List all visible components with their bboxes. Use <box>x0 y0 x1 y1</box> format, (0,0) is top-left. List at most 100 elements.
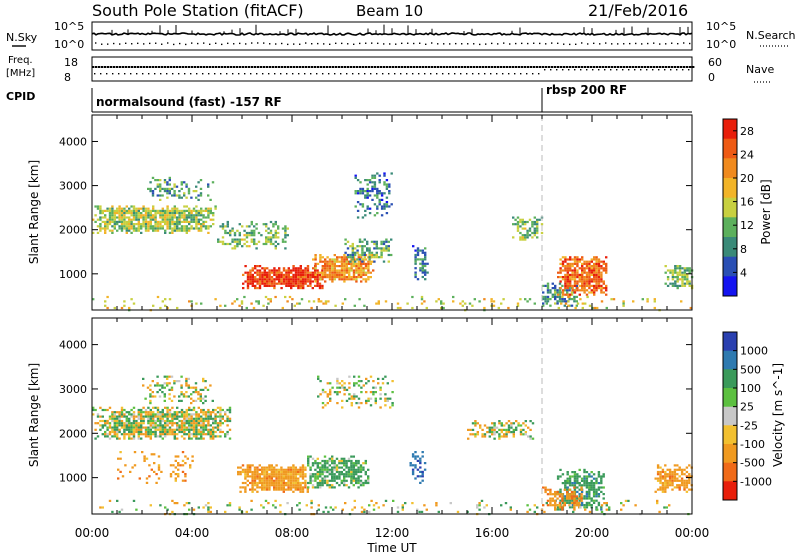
power-cell <box>373 240 376 243</box>
power-cell <box>524 238 527 241</box>
power-cell <box>293 304 296 307</box>
power-cell <box>564 276 567 279</box>
power-cell <box>290 276 293 279</box>
power-cell <box>159 306 162 310</box>
velocity-cell <box>173 413 176 416</box>
power-cell <box>605 256 608 259</box>
velocity-cell <box>177 475 180 478</box>
power-cell <box>355 267 358 270</box>
power-cell <box>256 273 259 276</box>
power-cell <box>421 258 424 261</box>
velocity-cell <box>335 470 339 474</box>
velocity-cell <box>294 481 297 485</box>
velocity-cell <box>118 437 121 440</box>
power-cell <box>602 287 605 290</box>
velocity-cell <box>147 430 150 434</box>
freq-point <box>644 66 647 68</box>
velocity-cell <box>111 413 114 416</box>
power-cell <box>576 262 579 265</box>
power-cell <box>248 225 251 228</box>
power-cell <box>318 273 322 276</box>
velocity-cell <box>116 417 119 420</box>
velocity-cell <box>416 475 420 478</box>
velocity-cell <box>216 422 220 425</box>
velocity-cell <box>491 433 494 436</box>
velocity-cell <box>321 481 324 485</box>
velocity-cell <box>197 422 200 425</box>
power-cell <box>171 220 174 223</box>
power-cell <box>600 300 604 303</box>
power-cell <box>362 273 365 276</box>
power-cell <box>297 287 300 290</box>
velocity-cell <box>268 488 271 491</box>
velocity-cell <box>673 477 677 480</box>
power-cell <box>336 271 339 274</box>
velocity-cell <box>150 453 153 456</box>
velocity-cell <box>664 470 667 474</box>
power-cell <box>605 306 608 310</box>
power-cell <box>123 223 126 226</box>
velocity-cell <box>180 435 184 438</box>
velocity-cell <box>554 501 557 505</box>
velocity-cell <box>282 473 285 476</box>
nave-point <box>94 73 96 75</box>
velocity-cell <box>256 477 259 480</box>
power-cell <box>168 176 171 179</box>
velocity-cell <box>106 408 109 412</box>
power-cell <box>561 284 564 287</box>
velocity-cell <box>204 424 208 427</box>
power-cell <box>304 278 307 281</box>
power-cell <box>161 227 164 230</box>
power-cell <box>244 265 247 268</box>
freq-point <box>416 66 419 68</box>
power-cell <box>542 291 545 294</box>
velocity-cell <box>668 479 672 482</box>
nsearch-point <box>119 43 121 45</box>
power-cell <box>345 265 348 268</box>
velocity-cell <box>673 475 677 478</box>
velocity-cell <box>590 486 593 489</box>
power-cell <box>140 214 143 217</box>
velocity-cell <box>197 428 200 431</box>
power-cell <box>200 214 203 217</box>
power-cell <box>680 300 683 303</box>
power-cell <box>140 223 143 226</box>
x-tick-label: 16:00 <box>475 526 510 540</box>
velocity-cell <box>585 486 589 489</box>
velocity-cell <box>188 508 191 511</box>
nsearch-point <box>641 43 643 45</box>
power-cell <box>584 302 587 305</box>
power-cell <box>588 280 591 283</box>
velocity-cell <box>192 428 196 431</box>
velocity-cell <box>194 382 198 385</box>
velocity-cell <box>118 428 121 431</box>
power-cell <box>149 225 152 228</box>
power-cell <box>377 302 380 305</box>
nave-point <box>214 73 216 75</box>
velocity-cell <box>282 484 285 487</box>
velocity-cell <box>214 422 217 425</box>
power-cell <box>576 265 579 268</box>
freq-point <box>491 66 494 68</box>
power-cell <box>152 227 155 230</box>
velocity-cell <box>166 419 169 423</box>
power-cell <box>306 284 310 287</box>
velocity-cell <box>357 470 360 474</box>
freq-point <box>449 66 452 68</box>
nsearch-point <box>635 42 637 45</box>
power-cell <box>281 238 285 241</box>
power-cell <box>257 231 261 235</box>
velocity-cell <box>319 380 322 383</box>
velocity-cell <box>132 426 136 429</box>
power-cell <box>357 262 360 265</box>
power-cell <box>200 229 203 232</box>
velocity-cell <box>357 380 361 383</box>
velocity-cell <box>237 466 240 469</box>
velocity-cell <box>326 484 329 487</box>
velocity-cell <box>294 488 297 491</box>
velocity-cell <box>251 490 254 493</box>
velocity-cell <box>273 466 276 469</box>
velocity-cell <box>119 470 122 473</box>
velocity-cell <box>207 408 210 412</box>
velocity-cell <box>159 417 162 420</box>
